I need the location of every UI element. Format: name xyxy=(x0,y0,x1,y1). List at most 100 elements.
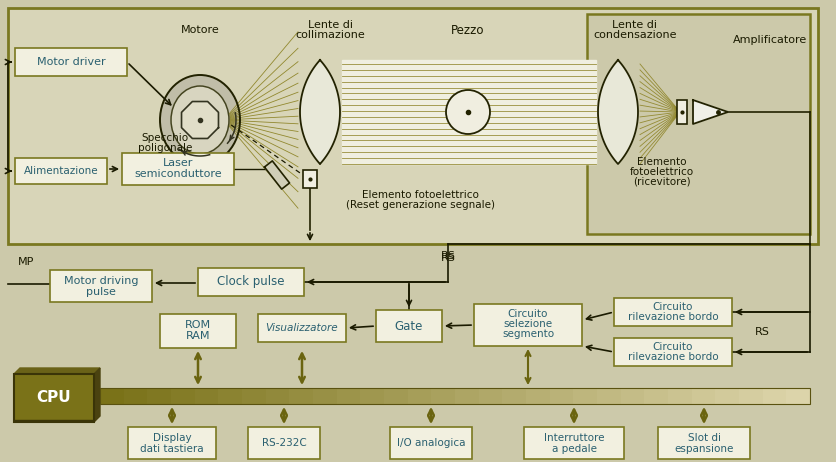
FancyBboxPatch shape xyxy=(479,388,503,404)
FancyBboxPatch shape xyxy=(597,388,622,404)
Text: RS: RS xyxy=(441,251,456,261)
FancyBboxPatch shape xyxy=(124,388,148,404)
Text: a pedale: a pedale xyxy=(552,444,597,454)
FancyBboxPatch shape xyxy=(171,388,196,404)
Text: RAM: RAM xyxy=(186,331,210,341)
Text: Gate: Gate xyxy=(395,320,423,333)
Text: CPU: CPU xyxy=(37,390,71,406)
Text: RS: RS xyxy=(441,253,456,263)
Text: Motore: Motore xyxy=(181,25,219,35)
Text: RS: RS xyxy=(755,327,770,337)
FancyBboxPatch shape xyxy=(677,100,687,124)
Text: Alimentazione: Alimentazione xyxy=(23,166,99,176)
FancyBboxPatch shape xyxy=(549,388,574,404)
Text: Lente di: Lente di xyxy=(613,20,657,30)
Text: selezione: selezione xyxy=(503,319,553,329)
FancyBboxPatch shape xyxy=(573,388,598,404)
FancyBboxPatch shape xyxy=(614,298,732,326)
Text: collimazione: collimazione xyxy=(295,30,364,40)
Text: Motor driving: Motor driving xyxy=(64,276,138,286)
Polygon shape xyxy=(264,161,289,189)
FancyBboxPatch shape xyxy=(408,388,432,404)
Text: dati tastiera: dati tastiera xyxy=(140,444,204,454)
FancyBboxPatch shape xyxy=(195,388,219,404)
FancyBboxPatch shape xyxy=(313,388,338,404)
FancyBboxPatch shape xyxy=(668,388,693,404)
Text: condensazione: condensazione xyxy=(594,30,677,40)
Ellipse shape xyxy=(160,75,240,165)
FancyBboxPatch shape xyxy=(739,388,763,404)
Text: (ricevitore): (ricevitore) xyxy=(633,177,691,187)
FancyBboxPatch shape xyxy=(787,388,811,404)
FancyBboxPatch shape xyxy=(360,388,385,404)
FancyBboxPatch shape xyxy=(474,304,582,346)
Polygon shape xyxy=(598,60,638,164)
FancyBboxPatch shape xyxy=(258,314,346,342)
Text: Lente di: Lente di xyxy=(308,20,353,30)
Ellipse shape xyxy=(171,86,229,154)
Text: Slot di: Slot di xyxy=(687,433,721,443)
Text: Pezzo: Pezzo xyxy=(451,24,485,36)
Text: segmento: segmento xyxy=(502,329,554,339)
FancyBboxPatch shape xyxy=(14,374,94,422)
Text: Clock pulse: Clock pulse xyxy=(217,275,285,288)
FancyBboxPatch shape xyxy=(128,427,216,459)
Text: espansione: espansione xyxy=(675,444,734,454)
Text: Specchio: Specchio xyxy=(141,133,189,143)
Polygon shape xyxy=(300,60,340,164)
Polygon shape xyxy=(94,368,100,422)
Text: Visualizzatore: Visualizzatore xyxy=(266,323,339,333)
FancyBboxPatch shape xyxy=(160,314,236,348)
Text: Motor driver: Motor driver xyxy=(37,57,105,67)
FancyBboxPatch shape xyxy=(524,427,624,459)
Text: rilevazione bordo: rilevazione bordo xyxy=(628,312,718,322)
FancyBboxPatch shape xyxy=(431,388,456,404)
FancyBboxPatch shape xyxy=(691,388,716,404)
FancyBboxPatch shape xyxy=(502,388,527,404)
Text: I/O analogica: I/O analogica xyxy=(397,438,466,448)
Text: Interruttore: Interruttore xyxy=(543,433,604,443)
FancyBboxPatch shape xyxy=(218,388,243,404)
FancyBboxPatch shape xyxy=(242,388,267,404)
FancyBboxPatch shape xyxy=(658,427,750,459)
Text: Elemento: Elemento xyxy=(637,157,686,167)
FancyBboxPatch shape xyxy=(587,14,810,234)
Text: Display: Display xyxy=(153,433,191,443)
FancyBboxPatch shape xyxy=(122,153,234,185)
Text: semiconduttore: semiconduttore xyxy=(135,169,222,179)
FancyBboxPatch shape xyxy=(248,427,320,459)
FancyBboxPatch shape xyxy=(645,388,669,404)
FancyBboxPatch shape xyxy=(198,268,304,296)
Polygon shape xyxy=(14,368,100,374)
Polygon shape xyxy=(181,102,218,139)
FancyBboxPatch shape xyxy=(620,388,645,404)
Text: Amplificatore: Amplificatore xyxy=(733,35,807,45)
FancyBboxPatch shape xyxy=(147,388,172,404)
Text: rilevazione bordo: rilevazione bordo xyxy=(628,352,718,362)
Text: ROM: ROM xyxy=(185,320,211,330)
Text: MP: MP xyxy=(18,257,34,267)
FancyBboxPatch shape xyxy=(15,48,127,76)
FancyBboxPatch shape xyxy=(390,427,472,459)
FancyBboxPatch shape xyxy=(303,170,317,188)
FancyBboxPatch shape xyxy=(266,388,290,404)
Text: Laser: Laser xyxy=(163,158,193,168)
Text: pulse: pulse xyxy=(86,287,116,297)
FancyBboxPatch shape xyxy=(455,388,480,404)
Text: RS-232C: RS-232C xyxy=(262,438,306,448)
FancyBboxPatch shape xyxy=(50,270,152,302)
Text: fotoelettrico: fotoelettrico xyxy=(630,167,694,177)
FancyBboxPatch shape xyxy=(376,310,442,342)
Text: (Reset generazione segnale): (Reset generazione segnale) xyxy=(345,200,495,210)
FancyBboxPatch shape xyxy=(289,388,314,404)
FancyBboxPatch shape xyxy=(100,388,125,404)
Text: Circuito: Circuito xyxy=(653,342,693,352)
Text: poligonale: poligonale xyxy=(138,143,192,153)
FancyBboxPatch shape xyxy=(8,8,818,244)
FancyBboxPatch shape xyxy=(337,388,361,404)
Polygon shape xyxy=(693,100,728,124)
FancyBboxPatch shape xyxy=(716,388,740,404)
Text: Circuito: Circuito xyxy=(653,302,693,312)
FancyBboxPatch shape xyxy=(15,158,107,184)
FancyBboxPatch shape xyxy=(762,388,788,404)
